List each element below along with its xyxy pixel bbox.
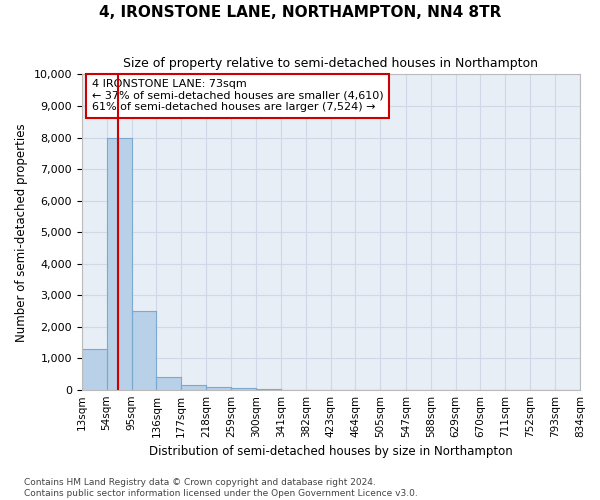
Y-axis label: Number of semi-detached properties: Number of semi-detached properties <box>15 123 28 342</box>
X-axis label: Distribution of semi-detached houses by size in Northampton: Distribution of semi-detached houses by … <box>149 446 513 458</box>
Title: Size of property relative to semi-detached houses in Northampton: Size of property relative to semi-detach… <box>124 58 538 70</box>
Text: 4, IRONSTONE LANE, NORTHAMPTON, NN4 8TR: 4, IRONSTONE LANE, NORTHAMPTON, NN4 8TR <box>99 5 501 20</box>
Text: Contains HM Land Registry data © Crown copyright and database right 2024.
Contai: Contains HM Land Registry data © Crown c… <box>24 478 418 498</box>
Text: 4 IRONSTONE LANE: 73sqm
← 37% of semi-detached houses are smaller (4,610)
61% of: 4 IRONSTONE LANE: 73sqm ← 37% of semi-de… <box>92 79 383 112</box>
